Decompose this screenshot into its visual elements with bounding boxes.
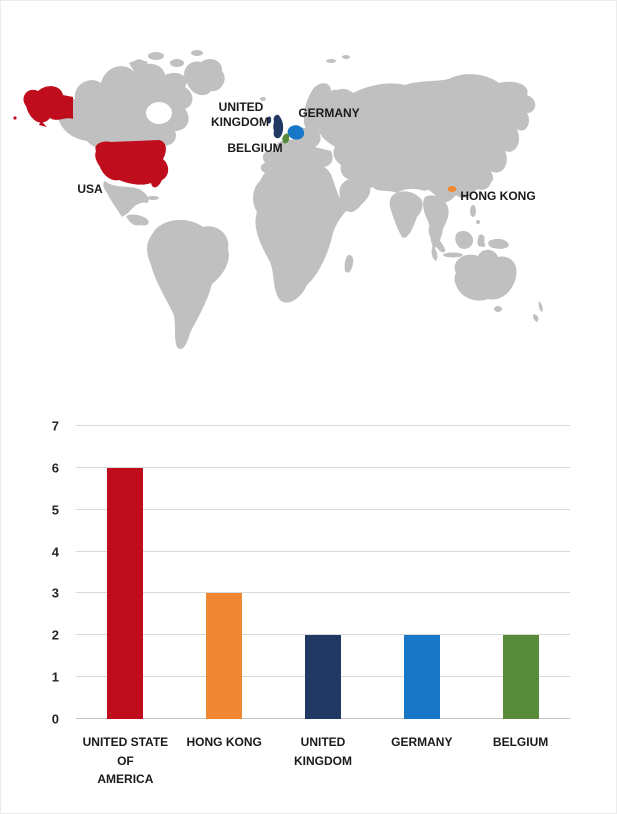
map-label-usa: USA [77, 182, 103, 196]
map-new-guinea [488, 238, 509, 249]
map-belgium-shape [282, 133, 290, 144]
x-label-belgium: BELGIUM [492, 735, 549, 749]
map-greenland [184, 58, 225, 96]
bar-hong-kong [206, 593, 243, 719]
y-tick-label-6: 6 [51, 460, 59, 476]
y-tick-label-4: 4 [51, 544, 59, 560]
map-europe [262, 127, 333, 173]
map-india [389, 191, 423, 238]
y-tick-label-0: 0 [51, 711, 59, 727]
map-africa [253, 162, 350, 303]
bar-germany [403, 635, 440, 719]
map-indochina [423, 195, 449, 248]
bar-united-state-of-america [107, 467, 144, 719]
map-australia [454, 249, 517, 301]
y-tick-label-7: 7 [51, 418, 59, 434]
map-label-germany: GERMANY [298, 106, 359, 120]
map-canada [57, 63, 193, 150]
map-usa-shape [13, 86, 169, 188]
x-label-united-kingdom: UNITED KINGDOM [293, 735, 352, 768]
y-tick-label-1: 1 [51, 669, 59, 685]
bar-slot [274, 426, 373, 719]
bar-slot [76, 426, 175, 719]
y-tick-label-2: 2 [51, 627, 59, 643]
gridline-7 [76, 425, 570, 426]
bar-slots [76, 426, 570, 719]
x-axis-labels: UNITED STATE OF AMERICA HONG KONG UNITED K… [76, 733, 570, 789]
bar-belgium [502, 635, 539, 719]
map-uk-shape [267, 114, 284, 139]
gridline-6 [76, 466, 570, 468]
map-south-america [147, 219, 229, 350]
map-label-belgium: BELGIUM [227, 141, 282, 155]
map-asia [314, 74, 536, 202]
bar-chart: 0 1 2 3 4 5 6 7 UNITED STATE OF AMERICA HONG KON… [1, 409, 616, 799]
map-madagascar [344, 254, 354, 273]
gridline-5 [76, 508, 570, 510]
map-hudson-bay [146, 102, 172, 124]
x-label-united-state-of-america: UNITED STATE OF AMERICA [82, 735, 169, 787]
x-label-germany: GERMANY [391, 735, 453, 749]
map-hong-kong-shape [447, 186, 457, 192]
bar-plot [76, 425, 570, 719]
gridline-4 [76, 550, 570, 552]
bar-united-kingdom [304, 635, 341, 719]
map-label-united-kingdom-line1: UNITED [219, 100, 264, 114]
x-label-hong-kong: HONG KONG [186, 735, 262, 749]
gridline-2 [76, 634, 570, 636]
y-tick-label-5: 5 [51, 502, 59, 518]
world-map: UNITED KINGDOM GERMANY BELGIUM USA HONG … [1, 1, 616, 401]
map-label-united-kingdom-line2: KINGDOM [211, 115, 269, 129]
gridline-3 [76, 592, 570, 594]
y-tick-label-3: 3 [51, 585, 59, 601]
map-label-hong-kong: HONG KONG [460, 189, 535, 203]
map-japan [482, 159, 494, 182]
bar-slot [372, 426, 471, 719]
bar-slot [175, 426, 274, 719]
y-axis: 0 1 2 3 4 5 6 7 [31, 420, 59, 726]
bar-slot [471, 426, 570, 719]
map-land [57, 50, 543, 350]
world-map-svg: UNITED KINGDOM GERMANY BELGIUM USA HONG … [13, 50, 543, 350]
map-germany-shape [287, 125, 305, 140]
map-mexico [103, 181, 149, 217]
